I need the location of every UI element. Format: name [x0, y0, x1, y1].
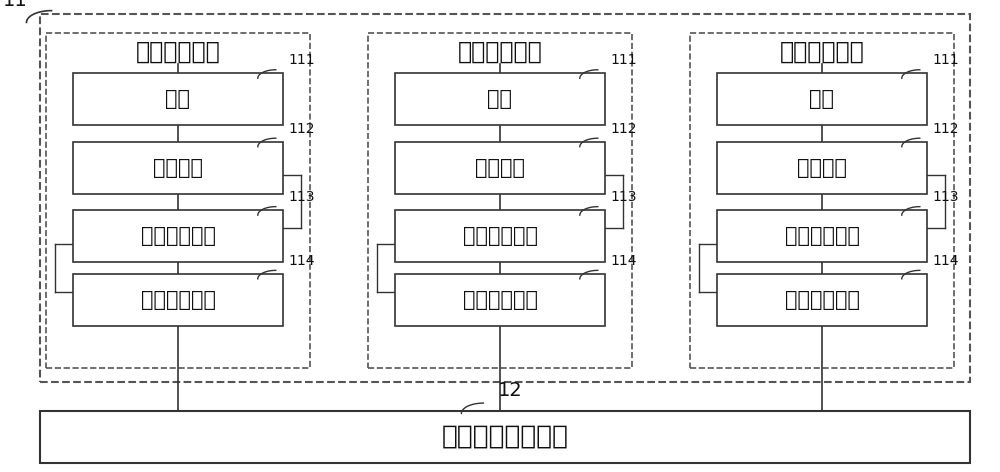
- Text: 12: 12: [498, 381, 523, 400]
- Bar: [73, 73, 283, 125]
- Text: 112: 112: [932, 122, 958, 136]
- Text: 113: 113: [610, 190, 637, 204]
- Bar: [395, 210, 605, 262]
- Text: 111: 111: [288, 53, 315, 67]
- Bar: [46, 33, 310, 368]
- Text: 114: 114: [288, 254, 314, 268]
- Bar: [395, 73, 605, 125]
- Text: 信号收发通道: 信号收发通道: [780, 40, 864, 64]
- Text: 天线: 天线: [488, 89, 512, 109]
- Text: 数模转换模块: 数模转换模块: [784, 290, 860, 310]
- Text: 射频模块: 射频模块: [797, 158, 847, 177]
- Bar: [368, 33, 632, 368]
- Text: 数模转换模块: 数模转换模块: [462, 290, 538, 310]
- Text: 114: 114: [932, 254, 958, 268]
- Bar: [717, 210, 927, 262]
- Bar: [690, 33, 954, 368]
- Text: 数模转换模块: 数模转换模块: [140, 290, 216, 310]
- Text: 信号收发通道: 信号收发通道: [136, 40, 220, 64]
- Text: 112: 112: [288, 122, 314, 136]
- Text: 111: 111: [932, 53, 959, 67]
- Text: 信号收发通道: 信号收发通道: [458, 40, 542, 64]
- Bar: [73, 142, 283, 194]
- Text: 天线: 天线: [166, 89, 190, 109]
- Text: 模数转换模块: 模数转换模块: [140, 226, 216, 246]
- Text: 114: 114: [610, 254, 637, 268]
- Text: 模数转换模块: 模数转换模块: [784, 226, 860, 246]
- Bar: [395, 274, 605, 326]
- Text: 射频模块: 射频模块: [475, 158, 525, 177]
- Bar: [73, 210, 283, 262]
- Text: 模数转换模块: 模数转换模块: [462, 226, 538, 246]
- Bar: [717, 274, 927, 326]
- Text: 113: 113: [932, 190, 958, 204]
- Bar: [73, 274, 283, 326]
- Text: 射频模块: 射频模块: [153, 158, 203, 177]
- Text: 113: 113: [288, 190, 314, 204]
- Bar: [717, 142, 927, 194]
- Bar: [395, 142, 605, 194]
- Bar: [40, 411, 970, 463]
- Text: 11: 11: [3, 0, 27, 10]
- Text: 天线: 天线: [810, 89, 834, 109]
- Bar: [40, 14, 970, 382]
- Text: 数字信号处理模块: 数字信号处理模块: [442, 423, 568, 450]
- Text: 111: 111: [610, 53, 637, 67]
- Text: 112: 112: [610, 122, 637, 136]
- Bar: [717, 73, 927, 125]
